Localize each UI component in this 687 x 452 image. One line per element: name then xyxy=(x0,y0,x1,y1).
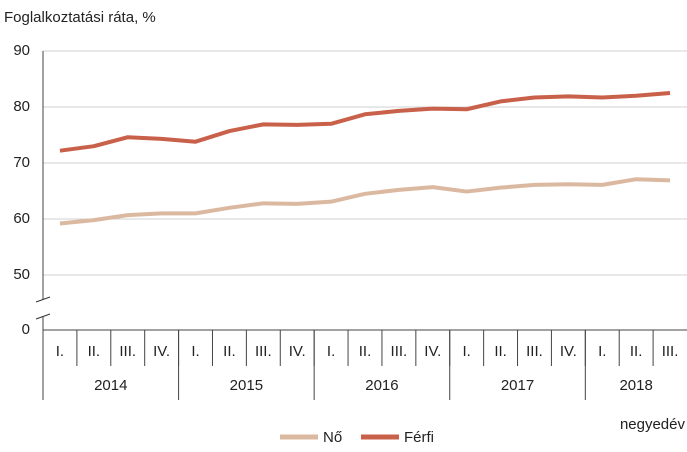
x-tick-label: III. xyxy=(391,343,408,360)
break-gap xyxy=(36,300,50,316)
axis-break xyxy=(35,296,51,320)
y-tick-label: 0 xyxy=(22,321,30,338)
y-tick-label: 90 xyxy=(13,42,30,59)
legend-label: Nő xyxy=(323,429,342,446)
series-line xyxy=(59,177,671,226)
y-tick-label: 80 xyxy=(13,98,30,115)
x-tick-label: II. xyxy=(630,343,643,360)
x-tick-label: III. xyxy=(119,343,136,360)
x-tick-label: II. xyxy=(88,343,101,360)
x-tick-label: I. xyxy=(56,343,64,360)
x-group-label: 2017 xyxy=(501,377,534,394)
x-group-label: 2014 xyxy=(94,377,127,394)
x-tick-label: I. xyxy=(327,343,335,360)
series-line xyxy=(59,91,671,153)
x-tick-label: III. xyxy=(662,343,679,360)
x-group-label: 2016 xyxy=(365,377,398,394)
x-group-label: 2015 xyxy=(230,377,263,394)
x-axis-label: negyedév xyxy=(620,416,686,433)
y-axis-label: Foglalkoztatási ráta, % xyxy=(4,9,156,26)
x-tick-label: III. xyxy=(255,343,272,360)
x-tick-label: II. xyxy=(223,343,236,360)
legend-label: Férfi xyxy=(404,429,434,446)
x-tick-label: IV. xyxy=(153,343,170,360)
y-tick-label: 60 xyxy=(13,210,30,227)
plot: 0 50 60 70 80 90 I. II. III. IV. I. II. III. IV. I. II.… xyxy=(13,42,687,446)
x-tick-label: II. xyxy=(359,343,372,360)
break-mark xyxy=(35,296,51,303)
y-tick-label: 50 xyxy=(13,266,30,283)
x-group-label: 2018 xyxy=(619,377,652,394)
x-tick-label: III. xyxy=(526,343,543,360)
x-tick-label: IV. xyxy=(424,343,441,360)
x-tick-label: I. xyxy=(598,343,606,360)
x-tick-label: II. xyxy=(494,343,507,360)
x-tick-label: IV. xyxy=(289,343,306,360)
x-tick-label: I. xyxy=(463,343,471,360)
y-tick-label: 70 xyxy=(13,154,30,171)
x-tick-label: I. xyxy=(191,343,199,360)
x-tick-label: IV. xyxy=(560,343,577,360)
break-mark xyxy=(35,313,51,320)
